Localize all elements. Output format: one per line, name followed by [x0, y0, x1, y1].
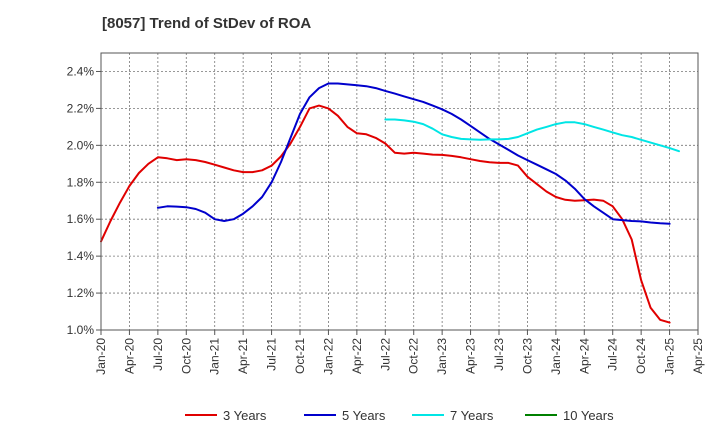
- y-tick-label: 2.0%: [67, 138, 95, 152]
- x-tick-label: Oct-23: [520, 338, 534, 374]
- x-tick-label: Apr-20: [122, 338, 136, 374]
- series-line-3-years: [100, 104, 671, 324]
- y-tick-label: 2.2%: [67, 101, 95, 115]
- y-tick-label: 1.6%: [67, 212, 95, 226]
- legend: 3 Years 5 Years 7 Years 10 Years: [185, 408, 614, 423]
- x-tick-label: Apr-21: [236, 338, 250, 374]
- plot-frame: [100, 52, 699, 331]
- legend-item: 5 Years: [304, 408, 386, 423]
- x-tick-label: Jan-22: [321, 338, 335, 375]
- legend-label: 3 Years: [223, 408, 267, 423]
- series-line-7-years: [384, 118, 680, 153]
- x-tick-label: Apr-24: [577, 338, 591, 374]
- y-tick-label: 1.8%: [67, 175, 95, 189]
- series-lines: [100, 82, 680, 324]
- legend-item: 3 Years: [185, 408, 267, 423]
- chart-title: [8057] Trend of StDev of ROA: [102, 15, 312, 32]
- y-axis: 1.0% 1.2% 1.4% 1.6% 1.8% 2.0% 2.2% 2.4%: [67, 64, 101, 337]
- y-tick-label: 1.2%: [67, 286, 95, 300]
- x-tick-label: Jul-23: [492, 338, 506, 371]
- x-tick-label: Jan-21: [208, 338, 222, 375]
- x-tick-label: Jul-21: [265, 338, 279, 371]
- y-tick-label: 1.4%: [67, 249, 95, 263]
- x-tick-label: Jan-24: [549, 338, 563, 375]
- x-tick-label: Oct-20: [179, 338, 193, 374]
- x-tick-label: Apr-23: [464, 338, 478, 374]
- series-line-5-years: [156, 82, 671, 225]
- x-tick-label: Oct-21: [293, 338, 307, 374]
- y-tick-label: 1.0%: [67, 323, 95, 337]
- legend-item: 10 Years: [525, 408, 614, 423]
- legend-item: 7 Years: [412, 408, 494, 423]
- x-tick-label: Jan-25: [663, 338, 677, 375]
- x-tick-label: Jul-20: [151, 338, 165, 371]
- x-tick-label: Apr-25: [691, 338, 705, 374]
- legend-label: 10 Years: [563, 408, 614, 423]
- legend-label: 5 Years: [342, 408, 386, 423]
- x-tick-label: Apr-22: [350, 338, 364, 374]
- legend-label: 7 Years: [450, 408, 494, 423]
- x-tick-label: Oct-22: [407, 338, 421, 374]
- x-tick-label: Jul-24: [606, 338, 620, 371]
- x-axis: Jan-20 Apr-20 Jul-20 Oct-20 Jan-21 Apr-21 Jul-…: [94, 330, 705, 375]
- x-tick-label: Oct-24: [634, 338, 648, 374]
- x-tick-label: Jul-22: [378, 338, 392, 371]
- plot-area: [101, 53, 698, 330]
- y-tick-label: 2.4%: [67, 64, 95, 78]
- x-tick-label: Jan-23: [435, 338, 449, 375]
- x-tick-label: Jan-20: [94, 338, 108, 375]
